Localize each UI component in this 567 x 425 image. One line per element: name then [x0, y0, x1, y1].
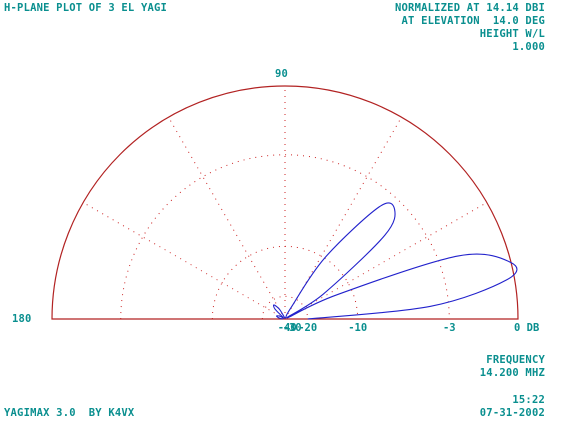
radial-ticks: -40-30-20 -10 -3 0 DB: [278, 322, 540, 334]
grid-spoke: [168, 116, 286, 320]
radial-tick-label: -30: [283, 322, 302, 334]
grid-spoke: [284, 202, 488, 320]
radial-tick-label: -20: [298, 322, 317, 334]
plot-outline: [51, 85, 519, 320]
elevation-label: AT ELEVATION 14.0 DEG: [401, 15, 545, 27]
radial-tick-label: 0 DB: [514, 322, 539, 334]
time-label: 15:22: [512, 394, 545, 406]
height-label: HEIGHT W/L: [479, 28, 545, 40]
radial-tick-label: -40: [278, 322, 297, 334]
gain-trace: [272, 202, 518, 320]
radial-tick-label: -10: [348, 322, 367, 334]
date-label: 07-31-2002: [479, 407, 545, 419]
height-value: 1.000: [512, 41, 545, 53]
angle-label-180: 180: [12, 313, 32, 325]
angle-label-90: 90: [275, 68, 289, 80]
program-label: YAGIMAX 3.0 BY K4VX: [4, 407, 135, 419]
radial-tick-label: -3: [443, 322, 456, 334]
grid-ring: [261, 295, 309, 320]
chart-title: H-PLANE PLOT OF 3 EL YAGI: [4, 2, 168, 14]
normalized-label: NORMALIZED AT 14.14 DBI: [395, 2, 545, 14]
frequency-value: 14.200 MHZ: [479, 367, 545, 379]
grid-ring: [120, 154, 450, 320]
polar-grid: [82, 86, 488, 320]
grid-spoke: [82, 202, 286, 320]
frequency-label: FREQUENCY: [486, 354, 545, 366]
